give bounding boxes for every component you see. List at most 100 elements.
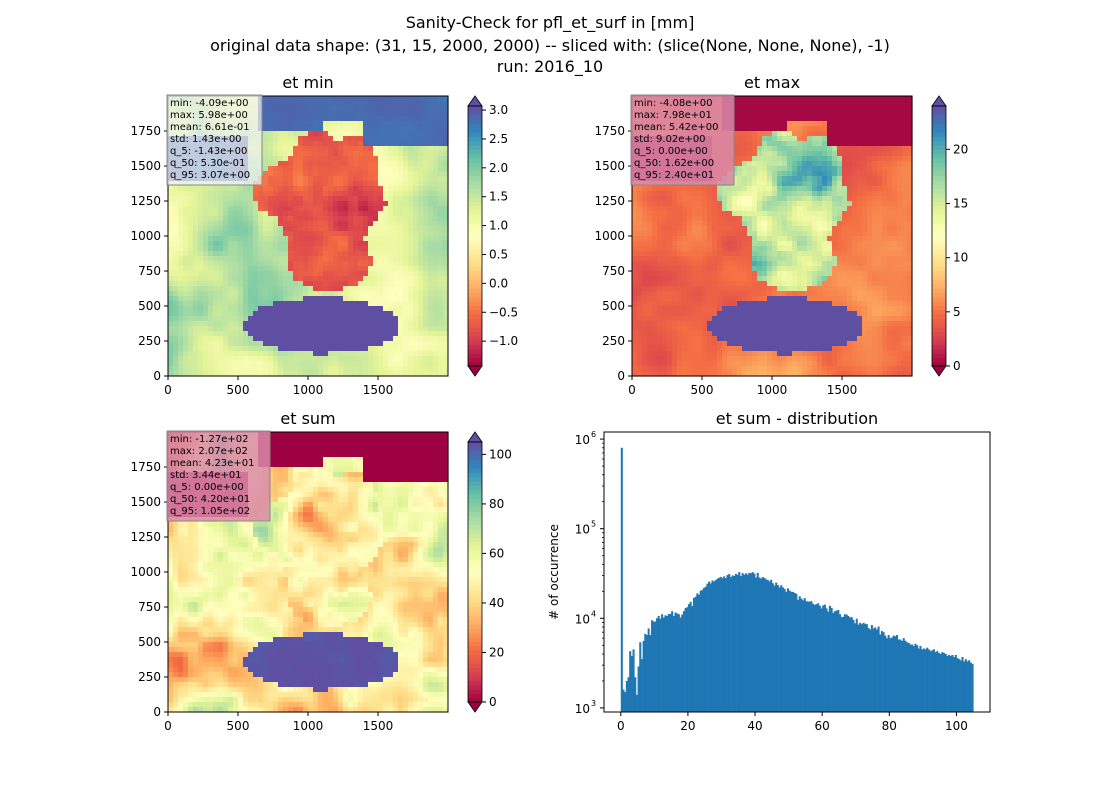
heatmap-cell — [712, 326, 718, 332]
heatmap-cell — [313, 241, 319, 247]
heatmap-cell — [238, 286, 244, 292]
heatmap-cell — [727, 236, 733, 242]
heatmap-cell — [393, 356, 399, 362]
heatmap-cell — [273, 161, 279, 167]
colorbar-segment — [468, 322, 482, 328]
heatmap-cell — [732, 266, 738, 272]
heatmap-cell — [318, 361, 324, 367]
heatmap-cell — [687, 236, 693, 242]
heatmap-cell — [193, 281, 199, 287]
heatmap-cell — [772, 331, 778, 337]
heatmap-cell — [318, 326, 324, 332]
heatmap-cell — [428, 351, 434, 357]
heatmap-cell — [273, 341, 279, 347]
heatmap-cell — [383, 236, 389, 242]
heatmap-cell — [188, 251, 194, 257]
heatmap-cell — [243, 316, 249, 322]
heatmap-cell — [328, 151, 334, 157]
heatmap-cell — [193, 256, 199, 262]
heatmap-cell — [268, 341, 274, 347]
heatmap-cell — [323, 196, 329, 202]
heatmap-cell — [702, 266, 708, 272]
heatmap-cell — [782, 111, 788, 117]
heatmap-cell — [328, 321, 334, 327]
heatmap-cell — [647, 366, 653, 372]
heatmap-cell — [223, 326, 229, 332]
heatmap-cell — [318, 111, 324, 117]
heatmap-cell — [732, 291, 738, 297]
heatmap-cell — [637, 356, 643, 362]
heatmap-cell — [273, 181, 279, 187]
heatmap-cell — [333, 326, 339, 332]
heatmap-cell — [413, 301, 419, 307]
heatmap-cell — [238, 311, 244, 317]
heatmap-cell — [328, 211, 334, 217]
heatmap-cell — [727, 266, 733, 272]
heatmap-cell — [213, 326, 219, 332]
heatmap-cell — [747, 236, 753, 242]
heatmap-cell — [398, 151, 404, 157]
heatmap-cell — [303, 361, 309, 367]
heatmap-cell — [258, 281, 264, 287]
heatmap-cell — [632, 266, 638, 272]
heatmap-cell — [308, 181, 314, 187]
heatmap-cell — [757, 256, 763, 262]
heatmap-cell — [323, 331, 329, 337]
heatmap-cell — [173, 361, 179, 367]
heatmap-cell — [752, 361, 758, 367]
heatmap-cell — [707, 206, 713, 212]
heatmap-cell — [707, 211, 713, 217]
heatmap-cell — [173, 251, 179, 257]
heatmap-cell — [318, 291, 324, 297]
heatmap-cell — [203, 301, 209, 307]
heatmap-cell — [178, 291, 184, 297]
heatmap-cell — [443, 291, 449, 297]
heatmap-cell — [258, 366, 264, 372]
heatmap-cell — [742, 356, 748, 362]
heatmap-cell — [742, 316, 748, 322]
heatmap-cell — [283, 176, 289, 182]
heatmap-cell — [702, 231, 708, 237]
heatmap-cell — [747, 196, 753, 202]
stats-line: std: 1.43e+00 — [170, 134, 242, 145]
heatmap-cell — [288, 181, 294, 187]
heatmap-cell — [443, 341, 449, 347]
heatmap-cell — [238, 256, 244, 262]
heatmap-cell — [717, 256, 723, 262]
heatmap-cell — [183, 201, 189, 207]
heatmap-cell — [782, 211, 788, 217]
heatmap-cell — [682, 221, 688, 227]
heatmap-cell — [632, 281, 638, 287]
heatmap-cell — [273, 296, 279, 302]
heatmap-cell — [218, 301, 224, 307]
heatmap-cell — [408, 281, 414, 287]
heatmap-cell — [732, 316, 738, 322]
heatmap-cell — [308, 216, 314, 222]
heatmap-cell — [438, 151, 444, 157]
heatmap-cell — [173, 271, 179, 277]
heatmap-cell — [303, 96, 309, 102]
heatmap-cell — [298, 206, 304, 212]
heatmap-cell — [662, 266, 668, 272]
heatmap-cell — [637, 351, 643, 357]
heatmap-cell — [398, 311, 404, 317]
heatmap-cell — [752, 346, 758, 352]
heatmap-cell — [218, 336, 224, 342]
heatmap-cell — [722, 261, 728, 267]
heatmap-cell — [712, 271, 718, 277]
heatmap-cell — [333, 346, 339, 352]
heatmap-cell — [358, 181, 364, 187]
heatmap-cell — [762, 266, 768, 272]
heatmap-cell — [343, 196, 349, 202]
heatmap-cell — [717, 286, 723, 292]
heatmap-cell — [178, 221, 184, 227]
heatmap-cell — [338, 261, 344, 267]
heatmap-cell — [423, 281, 429, 287]
heatmap-cell — [682, 301, 688, 307]
heatmap-cell — [423, 141, 429, 147]
heatmap-cell — [727, 206, 733, 212]
heatmap-cell — [368, 171, 374, 177]
heatmap-cell — [383, 351, 389, 357]
heatmap-cell — [428, 121, 434, 127]
heatmap-cell — [757, 216, 763, 222]
